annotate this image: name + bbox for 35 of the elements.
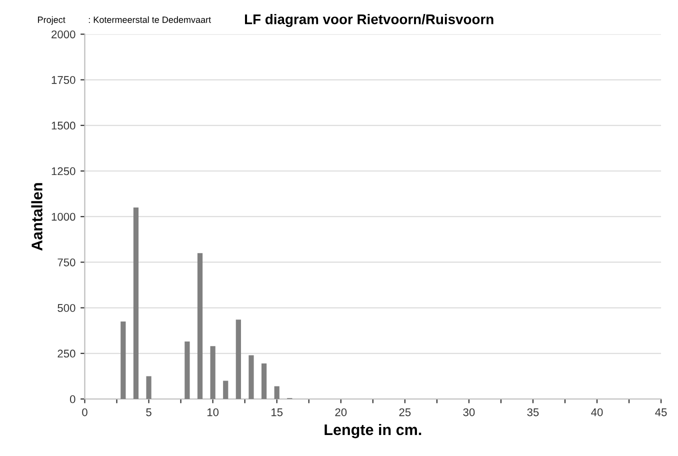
bar bbox=[210, 346, 216, 399]
y-tick-label: 250 bbox=[58, 350, 76, 358]
bar bbox=[261, 363, 267, 399]
bar bbox=[248, 355, 254, 399]
y-tick-label: 2000 bbox=[52, 30, 76, 38]
x-tick-label: 25 bbox=[399, 408, 411, 416]
chart-title: LF diagram voor Rietvoorn/Ruisvoorn bbox=[245, 14, 494, 28]
bar bbox=[133, 207, 139, 399]
bar bbox=[223, 380, 228, 399]
bar bbox=[236, 320, 241, 399]
x-tick-label: 45 bbox=[655, 408, 667, 416]
bar bbox=[120, 321, 126, 399]
x-tick-label: 20 bbox=[335, 408, 347, 416]
x-tick-label: 5 bbox=[146, 408, 152, 416]
bar bbox=[274, 386, 280, 399]
y-axis-title: Aantallen bbox=[31, 183, 42, 251]
y-tick-label: 500 bbox=[58, 304, 76, 312]
x-tick-label: 10 bbox=[207, 408, 219, 416]
y-tick-label: 0 bbox=[70, 395, 76, 404]
x-tick-label: 15 bbox=[272, 408, 283, 416]
y-tick-label: 1250 bbox=[52, 167, 76, 176]
text: Project bbox=[38, 16, 66, 25]
bar bbox=[184, 342, 190, 399]
text: : Kotermeerstal te Dedemvaart bbox=[88, 16, 211, 23]
x-tick-label: 0 bbox=[82, 408, 88, 416]
y-tick-label: 1750 bbox=[52, 76, 76, 84]
x-tick-label: 40 bbox=[591, 408, 603, 416]
y-tick-label: 1000 bbox=[52, 212, 76, 221]
x-tick-label: 30 bbox=[463, 408, 475, 416]
x-axis-title: Lengte in cm. bbox=[324, 424, 422, 438]
bar bbox=[197, 253, 203, 399]
y-tick-label: 750 bbox=[58, 258, 76, 266]
bar bbox=[146, 376, 152, 399]
y-tick-label: 1500 bbox=[52, 122, 76, 130]
x-tick-label: 35 bbox=[527, 408, 539, 416]
